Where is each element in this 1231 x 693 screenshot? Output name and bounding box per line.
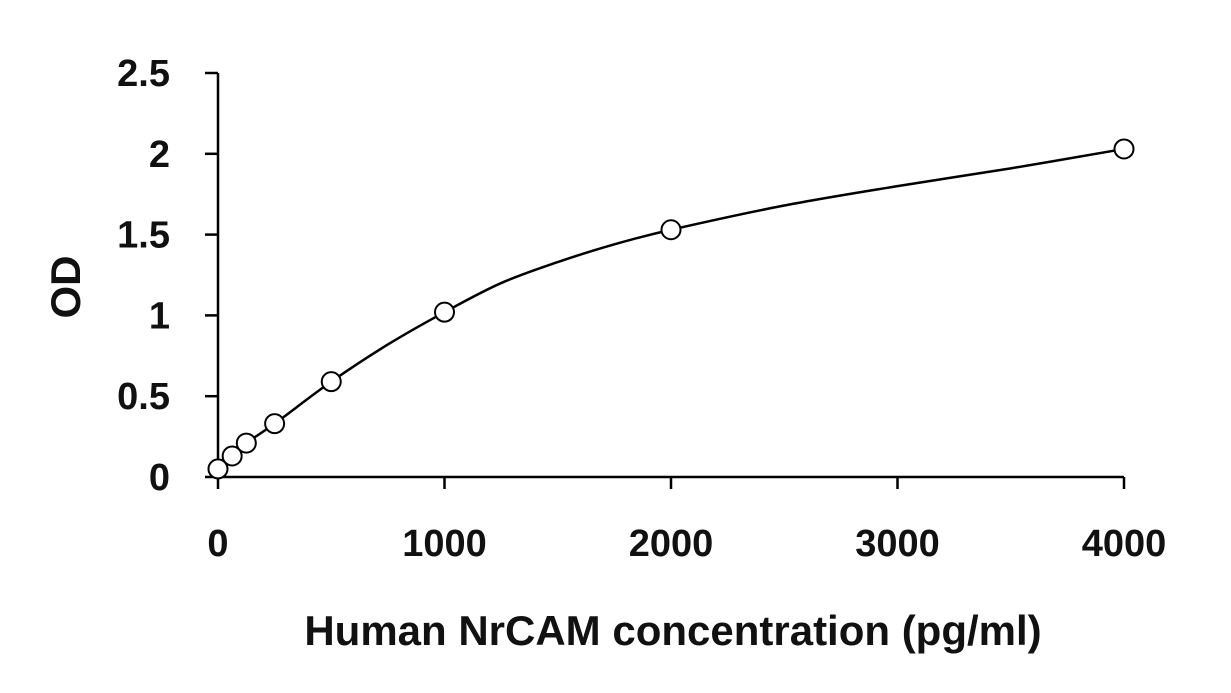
y-axis-title: OD <box>42 256 89 319</box>
y-tick-label: 1.5 <box>117 215 170 257</box>
x-tick-label: 2000 <box>629 523 714 565</box>
y-tick-label: 1 <box>149 295 170 337</box>
fit-curve-layer <box>217 147 1125 470</box>
data-points-layer <box>207 138 1135 480</box>
data-point <box>320 371 342 393</box>
data-point <box>1113 138 1135 160</box>
axes <box>205 71 1126 489</box>
y-tick-label: 2 <box>149 134 170 176</box>
tick-labels-layer: 0 1000 2000 3000 4000 0 0.5 1 1.5 2 2.5 <box>117 53 1166 565</box>
y-tick-label: 0.5 <box>117 376 170 418</box>
x-tick-label: 1000 <box>402 523 487 565</box>
data-point <box>207 458 229 480</box>
y-tick-label: 2.5 <box>117 53 170 95</box>
data-point <box>434 301 455 323</box>
y-tick-label: 0 <box>149 457 170 499</box>
x-tick-label: 0 <box>207 523 228 565</box>
fit-curve-line <box>217 147 1125 470</box>
x-axis-title: Human NrCAM concentration (pg/ml) <box>304 607 1041 654</box>
data-point <box>264 413 286 435</box>
data-point <box>660 219 682 241</box>
x-tick-label: 3000 <box>855 523 940 565</box>
data-point <box>221 445 243 467</box>
x-tick-label: 4000 <box>1082 523 1167 565</box>
data-point <box>235 432 257 454</box>
